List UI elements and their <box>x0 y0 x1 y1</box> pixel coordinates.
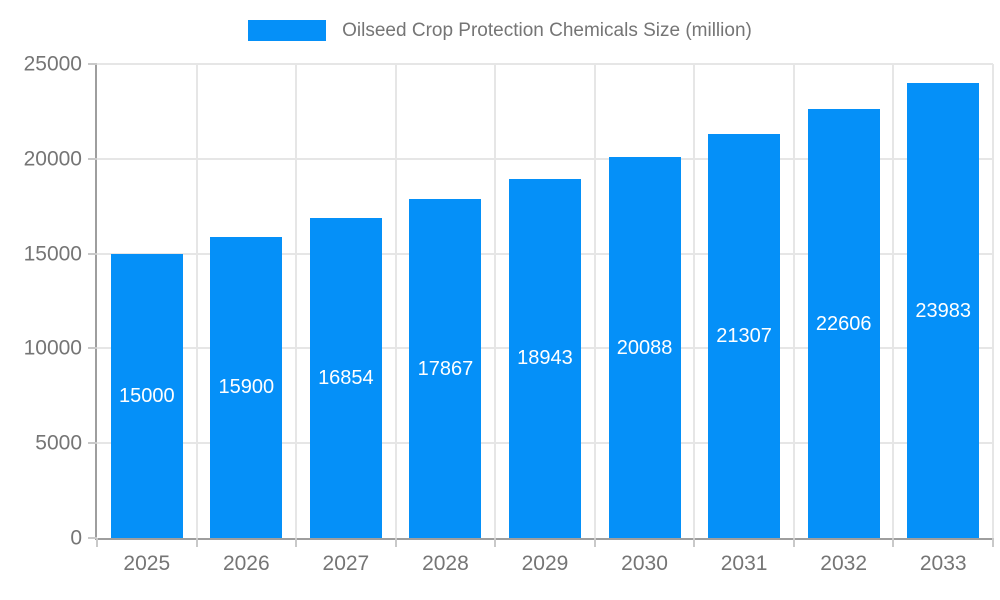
h-gridline <box>97 157 993 160</box>
bar-value-label: 15000 <box>118 384 175 407</box>
x-axis-label: 2026 <box>222 552 270 575</box>
h-gridline <box>97 63 993 65</box>
bar-value-label: 23983 <box>915 299 972 322</box>
bar-value-label: 16854 <box>318 367 374 390</box>
x-tick <box>892 538 895 547</box>
bar: 20088 <box>608 157 681 538</box>
y-tick <box>88 157 97 160</box>
y-axis-label: 0 <box>70 526 82 550</box>
bar-value-label: 15900 <box>218 376 275 399</box>
plot-area: 0 5000 10000 15000 20000 25000 15000 15900 1685… <box>24 54 994 575</box>
bar: 18943 <box>508 178 581 538</box>
bar-slot: 22606 <box>794 64 894 538</box>
bar-slot: 15000 <box>97 64 197 538</box>
x-axis-label: 2032 <box>820 552 867 575</box>
x-tick <box>195 538 198 547</box>
x-tick <box>295 538 298 547</box>
bar-value-label: 22606 <box>815 312 872 335</box>
x-tick <box>792 538 795 547</box>
x-axis-label: 2025 <box>123 552 171 575</box>
y-tick <box>88 537 97 539</box>
x-tick <box>992 538 994 547</box>
y-tick <box>88 63 97 65</box>
bar: 17867 <box>409 199 482 538</box>
legend-swatch-icon <box>248 20 327 41</box>
bar-slot: 15900 <box>197 64 297 538</box>
v-gridline <box>195 64 198 538</box>
bar: 23983 <box>907 83 980 538</box>
v-gridline <box>792 64 795 538</box>
y-tick <box>88 442 97 445</box>
bar-slot: 17867 <box>396 64 496 538</box>
bar-value-label: 20088 <box>616 336 673 359</box>
bar: 21307 <box>708 134 781 538</box>
legend: Oilseed Crop Protection Chemicals Size (… <box>0 20 1000 41</box>
bar-slot: 18943 <box>495 64 595 538</box>
bar-value-label: 17867 <box>417 357 474 380</box>
y-tick <box>88 252 97 255</box>
bar: 22606 <box>807 109 880 538</box>
v-gridline <box>892 64 895 538</box>
bar: 16854 <box>309 218 382 538</box>
v-gridline <box>593 64 596 538</box>
x-tick <box>593 538 596 547</box>
x-axis-label: 2033 <box>919 552 967 575</box>
x-tick <box>494 538 497 547</box>
x-axis-label: 2027 <box>322 552 370 575</box>
y-axis-label: 25000 <box>23 52 82 76</box>
x-axis-label: 2029 <box>521 552 569 575</box>
x-axis-label: 2031 <box>720 552 768 575</box>
x-tick <box>96 538 98 547</box>
x-tick <box>394 538 397 547</box>
bar-slot: 20088 <box>595 64 695 538</box>
bar: 15000 <box>110 253 183 538</box>
v-gridline <box>494 64 497 538</box>
legend-label: Oilseed Crop Protection Chemicals Size (… <box>342 20 752 41</box>
bar-slot: 23983 <box>893 64 993 538</box>
bar: 15900 <box>210 236 283 538</box>
v-gridline <box>295 64 298 538</box>
x-axis-label: 2028 <box>422 552 469 575</box>
y-axis-label: 10000 <box>23 336 82 360</box>
y-tick <box>88 347 97 350</box>
bar-value-label: 18943 <box>517 347 573 370</box>
y-axis-label: 15000 <box>23 242 82 266</box>
v-gridline <box>693 64 696 538</box>
v-gridline <box>992 64 994 538</box>
y-axis-label: 5000 <box>35 431 82 455</box>
y-axis-label: 20000 <box>23 147 82 171</box>
v-gridline <box>394 64 397 538</box>
bar-value-label: 21307 <box>716 325 772 348</box>
x-tick <box>693 538 696 547</box>
bar-slot: 16854 <box>296 64 396 538</box>
bar-slot: 21307 <box>694 64 794 538</box>
x-axis-label: 2030 <box>621 552 668 575</box>
